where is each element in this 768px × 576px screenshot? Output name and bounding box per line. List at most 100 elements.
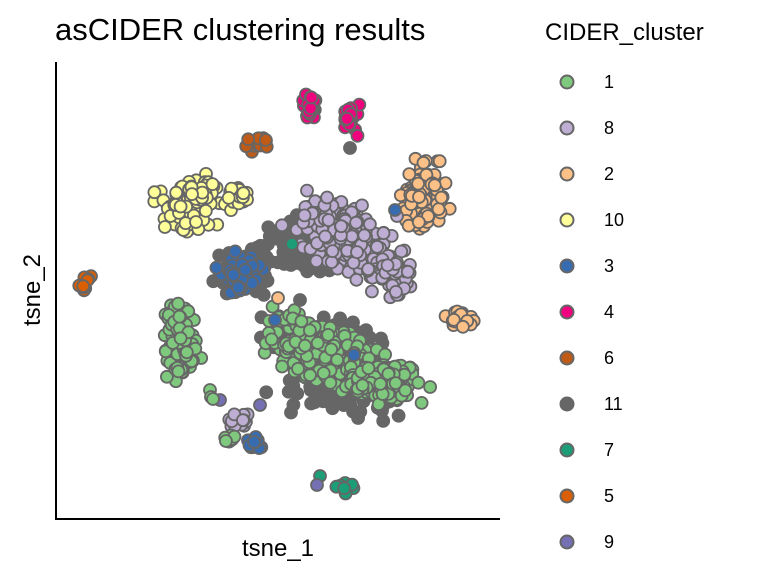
legend-marker (559, 442, 575, 458)
data-point-cluster-8 (300, 183, 314, 198)
data-point-cluster-1 (373, 376, 388, 391)
data-point-cluster-1 (388, 376, 403, 391)
data-point-cluster-8 (355, 198, 369, 213)
data-point-cluster-1 (218, 434, 233, 448)
data-point-cluster-2 (402, 167, 417, 182)
data-point-cluster-4 (340, 111, 354, 126)
data-point-cluster-7 (285, 237, 299, 251)
legend-label: 9 (604, 532, 614, 552)
data-point-cluster-8 (275, 218, 289, 233)
data-point-cluster-8 (361, 262, 376, 277)
data-point-cluster-8 (362, 217, 377, 232)
data-point-cluster-10 (198, 203, 213, 218)
data-point-cluster-1 (414, 395, 429, 410)
data-point-cluster-5 (76, 279, 91, 294)
data-point-cluster-1 (411, 375, 426, 390)
data-point-cluster-8 (318, 229, 333, 244)
data-point-cluster-2 (411, 176, 426, 191)
x-axis-label: tsne_1 (242, 535, 314, 562)
data-point-cluster-10 (185, 187, 199, 202)
data-point-cluster-1 (294, 314, 309, 329)
data-point-cluster-1 (302, 323, 317, 338)
data-point-cluster-1 (298, 338, 312, 353)
data-point-cluster-1 (206, 392, 220, 406)
data-point-cluster-2 (271, 291, 285, 305)
legend-marker (559, 350, 575, 366)
legend-label: 6 (604, 348, 614, 368)
data-point-cluster-9 (253, 398, 267, 412)
data-point-cluster-3 (238, 262, 253, 277)
data-point-cluster-11 (293, 293, 307, 307)
data-point-cluster-2 (412, 190, 426, 204)
legend-item-4: 4 (559, 302, 614, 322)
data-point-cluster-1 (310, 336, 325, 350)
data-point-cluster-11 (307, 395, 322, 410)
data-point-cluster-1 (398, 383, 413, 398)
legend-label: 1 (604, 72, 614, 92)
legend-marker (559, 120, 575, 136)
data-point-cluster-2 (416, 155, 431, 170)
legend-item-11: 11 (559, 394, 623, 414)
legend-label: 2 (604, 164, 614, 184)
legend-title: CIDER_cluster (545, 19, 704, 46)
data-point-cluster-10 (173, 199, 188, 214)
data-point-cluster-4 (304, 90, 319, 105)
data-point-cluster-3 (209, 260, 224, 275)
data-point-cluster-11 (286, 397, 301, 412)
data-point-cluster-1 (275, 359, 290, 374)
data-point-cluster-3 (226, 268, 241, 282)
legend-label: 10 (604, 210, 624, 230)
data-point-cluster-10 (169, 185, 184, 200)
data-point-cluster-1 (171, 364, 186, 379)
data-point-cluster-11 (259, 385, 274, 400)
data-point-cluster-8 (380, 258, 395, 273)
data-point-cluster-1 (159, 369, 174, 384)
legend-marker (559, 258, 575, 274)
legend-label: 5 (604, 486, 614, 506)
legend-marker (559, 166, 575, 182)
data-point-cluster-1 (264, 332, 279, 347)
data-point-cluster-10 (205, 177, 220, 192)
data-point-cluster-3 (247, 435, 262, 449)
data-point-cluster-11 (343, 141, 357, 155)
legend-item-8: 8 (559, 118, 614, 138)
legend-item-7: 7 (559, 440, 614, 460)
data-point-cluster-11 (351, 411, 366, 425)
data-point-cluster-10 (221, 190, 236, 205)
data-point-cluster-1 (179, 345, 194, 360)
legend-label: 3 (604, 256, 614, 276)
data-point-cluster-2 (432, 154, 447, 169)
data-point-cluster-1 (323, 375, 338, 390)
data-point-cluster-2 (431, 202, 446, 217)
data-point-cluster-3 (228, 244, 243, 259)
data-point-cluster-8 (376, 226, 391, 241)
data-point-cluster-1 (321, 327, 336, 342)
points-layer (72, 87, 481, 501)
data-point-cluster-2 (427, 178, 442, 193)
legend-marker (559, 74, 575, 90)
data-point-cluster-1 (291, 361, 305, 376)
legend-item-6: 6 (559, 348, 614, 368)
data-point-cluster-9 (310, 478, 324, 492)
data-point-cluster-8 (321, 213, 336, 228)
data-point-cluster-10 (236, 186, 251, 201)
data-point-cluster-8 (388, 284, 403, 299)
data-point-cluster-11 (290, 386, 305, 401)
data-point-cluster-8 (350, 245, 364, 260)
data-point-cluster-4 (350, 128, 365, 143)
legend: 1 8 2 10 3 4 6 11 7 5 9 (559, 72, 624, 552)
legend-marker (559, 396, 575, 412)
data-point-cluster-6 (241, 132, 256, 147)
legend-item-9: 9 (559, 532, 614, 552)
data-point-cluster-8 (349, 215, 364, 230)
data-point-cluster-8 (400, 264, 415, 279)
legend-label: 7 (604, 440, 614, 460)
data-point-cluster-8 (364, 284, 379, 299)
legend-label: 8 (604, 118, 614, 138)
legend-item-2: 2 (559, 164, 614, 184)
data-point-cluster-10 (147, 185, 162, 200)
legend-item-5: 5 (559, 486, 614, 506)
y-axis-label: tsne_2 (19, 254, 46, 326)
data-point-cluster-10 (189, 215, 203, 229)
